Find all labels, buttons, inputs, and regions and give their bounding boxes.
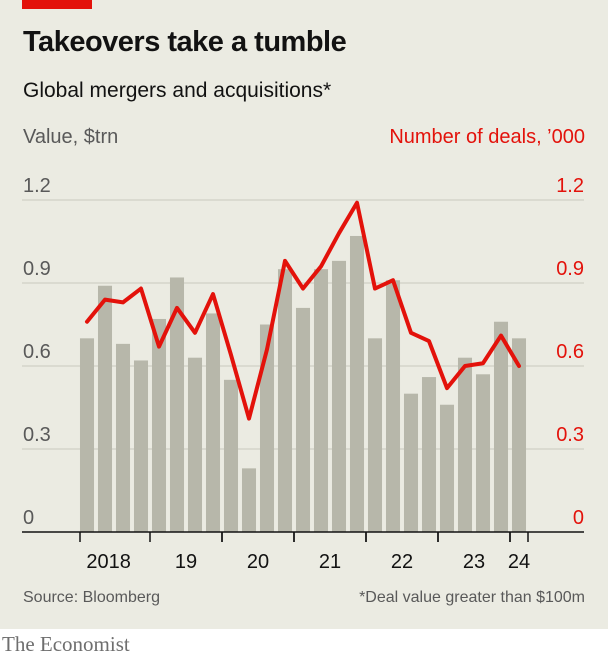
left-tick-label: 1.2 bbox=[23, 175, 51, 197]
footnote: *Deal value greater than $100m bbox=[359, 589, 585, 606]
bar bbox=[385, 280, 401, 532]
x-tick-label: 20 bbox=[247, 551, 269, 573]
bar bbox=[439, 404, 455, 532]
bar bbox=[421, 377, 437, 532]
x-tick-label: 24 bbox=[508, 551, 530, 573]
right-tick-label: 1.2 bbox=[556, 175, 584, 197]
bar bbox=[349, 235, 365, 532]
bar bbox=[169, 277, 185, 532]
x-tick-label: 21 bbox=[319, 551, 341, 573]
bar bbox=[295, 307, 311, 532]
bar bbox=[259, 324, 275, 532]
left-tick-label: 0.6 bbox=[23, 341, 51, 363]
bar bbox=[511, 338, 527, 532]
bar bbox=[223, 379, 239, 532]
right-tick-label: 0.9 bbox=[556, 258, 584, 280]
left-axis-title: Value, $trn bbox=[23, 126, 119, 148]
bar bbox=[79, 338, 95, 532]
bar bbox=[457, 357, 473, 532]
left-tick-label: 0.3 bbox=[23, 424, 51, 446]
right-tick-label: 0.6 bbox=[556, 341, 584, 363]
bar bbox=[277, 269, 293, 532]
x-tick-label: 23 bbox=[463, 551, 485, 573]
bar bbox=[151, 318, 167, 532]
bar bbox=[241, 468, 257, 532]
bar bbox=[133, 360, 149, 532]
x-tick-label: 22 bbox=[391, 551, 413, 573]
source-note: Source: Bloomberg bbox=[23, 589, 160, 606]
left-tick-label: 0.9 bbox=[23, 258, 51, 280]
chart-title: Takeovers take a tumble bbox=[23, 26, 347, 58]
bar bbox=[367, 338, 383, 532]
chart-subtitle: Global mergers and acquisitions* bbox=[23, 79, 332, 102]
chart-card: Takeovers take a tumble Global mergers a… bbox=[0, 0, 608, 629]
bar bbox=[115, 343, 131, 532]
bar bbox=[403, 393, 419, 532]
bar bbox=[493, 321, 509, 532]
bar bbox=[205, 313, 221, 532]
bar bbox=[475, 374, 491, 532]
left-tick-label: 0 bbox=[23, 507, 34, 529]
x-tick-label: 19 bbox=[175, 551, 197, 573]
brand-red-tag bbox=[22, 0, 92, 9]
bar bbox=[331, 260, 347, 532]
x-tick-label: 2018 bbox=[86, 551, 131, 573]
bar bbox=[187, 357, 203, 532]
brand-wordmark: The Economist bbox=[2, 632, 130, 656]
bar bbox=[313, 269, 329, 532]
right-tick-label: 0.3 bbox=[556, 424, 584, 446]
bar bbox=[97, 285, 113, 532]
right-tick-label: 0 bbox=[573, 507, 584, 529]
right-axis-title: Number of deals, ’000 bbox=[389, 126, 585, 148]
chart-plot: 0 0.3 0.6 0.9 1.2 0 0.3 0.6 0.9 1.2 2018 19 20 21 22 23… bbox=[22, 175, 584, 573]
